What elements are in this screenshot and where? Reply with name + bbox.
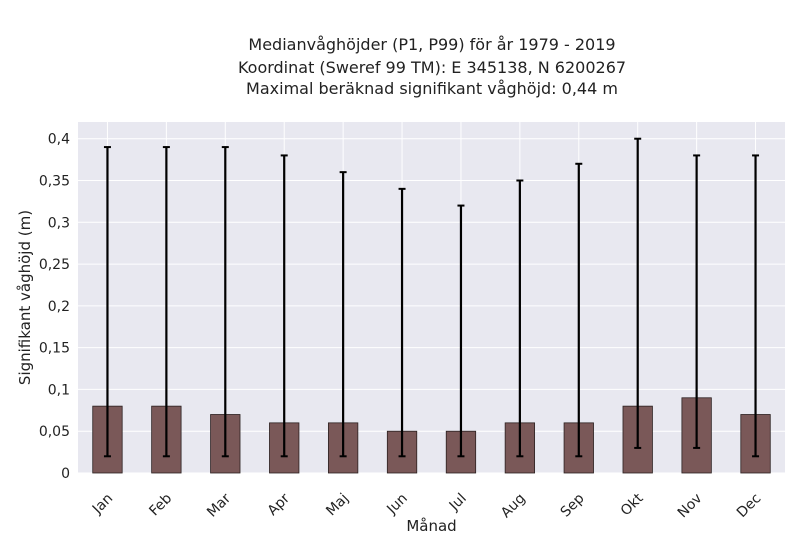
x-tick-label: Nov: [675, 491, 706, 522]
y-tick-label: 0,2: [48, 299, 70, 315]
x-axis-label: Månad: [406, 517, 456, 535]
x-tick-label: Jun: [383, 491, 410, 518]
x-tick-label: Dec: [734, 491, 764, 521]
chart-title-line-3: Maximal beräknad signifikant våghöjd: 0,…: [246, 79, 618, 98]
chart-title-line-1: Medianvåghöjder (P1, P99) för år 1979 - …: [248, 35, 616, 54]
y-tick-label: 0,4: [48, 132, 70, 148]
x-tick-label: Aug: [498, 491, 529, 522]
y-tick-label: 0,15: [39, 341, 70, 357]
y-tick-label: 0,05: [39, 424, 70, 440]
y-tick-label: 0,3: [48, 215, 70, 231]
y-tick-label: 0,1: [48, 382, 70, 398]
y-axis-label: Signifikant våghöjd (m): [16, 210, 34, 385]
x-tick-label: Jan: [89, 491, 116, 518]
x-tick-label: Feb: [146, 490, 175, 519]
y-tick-label: 0: [61, 466, 70, 482]
x-tick-label: Okt: [618, 490, 647, 519]
plot-area: [78, 122, 785, 473]
chart-title-line-2: Koordinat (Sweref 99 TM): E 345138, N 62…: [237, 58, 627, 77]
y-tick-label: 0,25: [39, 257, 70, 273]
x-tick-label: Apr: [265, 490, 294, 519]
x-tick-label: Jul: [446, 491, 470, 515]
x-tick-label: Sep: [558, 490, 588, 520]
y-tick-label: 0,35: [39, 174, 70, 190]
x-tick-label: Maj: [323, 491, 352, 520]
x-tick-label: Mar: [204, 490, 234, 520]
